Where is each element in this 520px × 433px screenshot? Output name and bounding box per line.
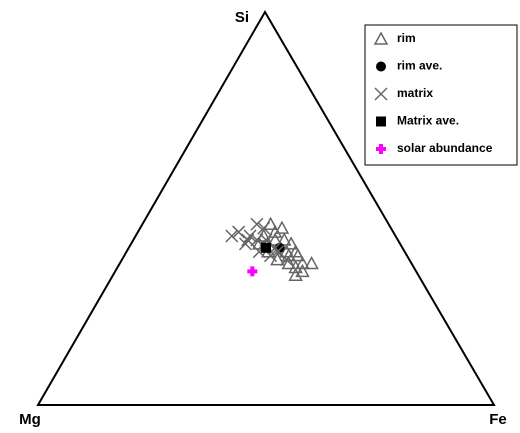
x-marker [238, 237, 253, 251]
plus-marker [376, 144, 386, 154]
square-marker [376, 116, 386, 127]
legend-box [364, 24, 518, 166]
triangle-marker [267, 232, 283, 246]
triangle-marker [288, 267, 303, 282]
triangle-marker [373, 31, 389, 45]
vertex-label: Si [235, 9, 249, 26]
x-marker [250, 233, 264, 247]
x-marker [232, 225, 246, 239]
vertex-label: Fe [489, 411, 507, 428]
legend-label: matrix [397, 86, 433, 100]
x-marker [374, 87, 388, 101]
triangle-marker [295, 263, 310, 278]
square-marker [261, 242, 271, 253]
triangle-marker [274, 220, 290, 234]
triangle-marker [276, 232, 292, 246]
legend-label: solar abundance [397, 141, 493, 155]
vertex-label: Mg [19, 411, 41, 428]
plus-marker [247, 266, 258, 277]
triangle-marker [304, 255, 319, 270]
triangle-marker [288, 259, 303, 274]
legend-label: rim ave. [397, 59, 442, 73]
x-marker [268, 241, 282, 255]
x-marker [243, 229, 257, 243]
ternary-frame [36, 10, 496, 406]
x-marker [279, 253, 294, 267]
legend-label: rim [397, 31, 416, 45]
x-marker [250, 217, 264, 231]
x-marker [270, 245, 284, 259]
triangle-marker [281, 255, 297, 270]
triangle-marker [290, 248, 306, 262]
triangle-marker [295, 255, 310, 270]
circle-marker [376, 61, 386, 72]
x-marker [241, 233, 255, 247]
triangle-marker [267, 224, 283, 238]
x-marker [257, 221, 271, 235]
x-marker [225, 229, 239, 243]
legend-label: Matrix ave. [397, 114, 459, 128]
triangle-marker [283, 236, 299, 250]
